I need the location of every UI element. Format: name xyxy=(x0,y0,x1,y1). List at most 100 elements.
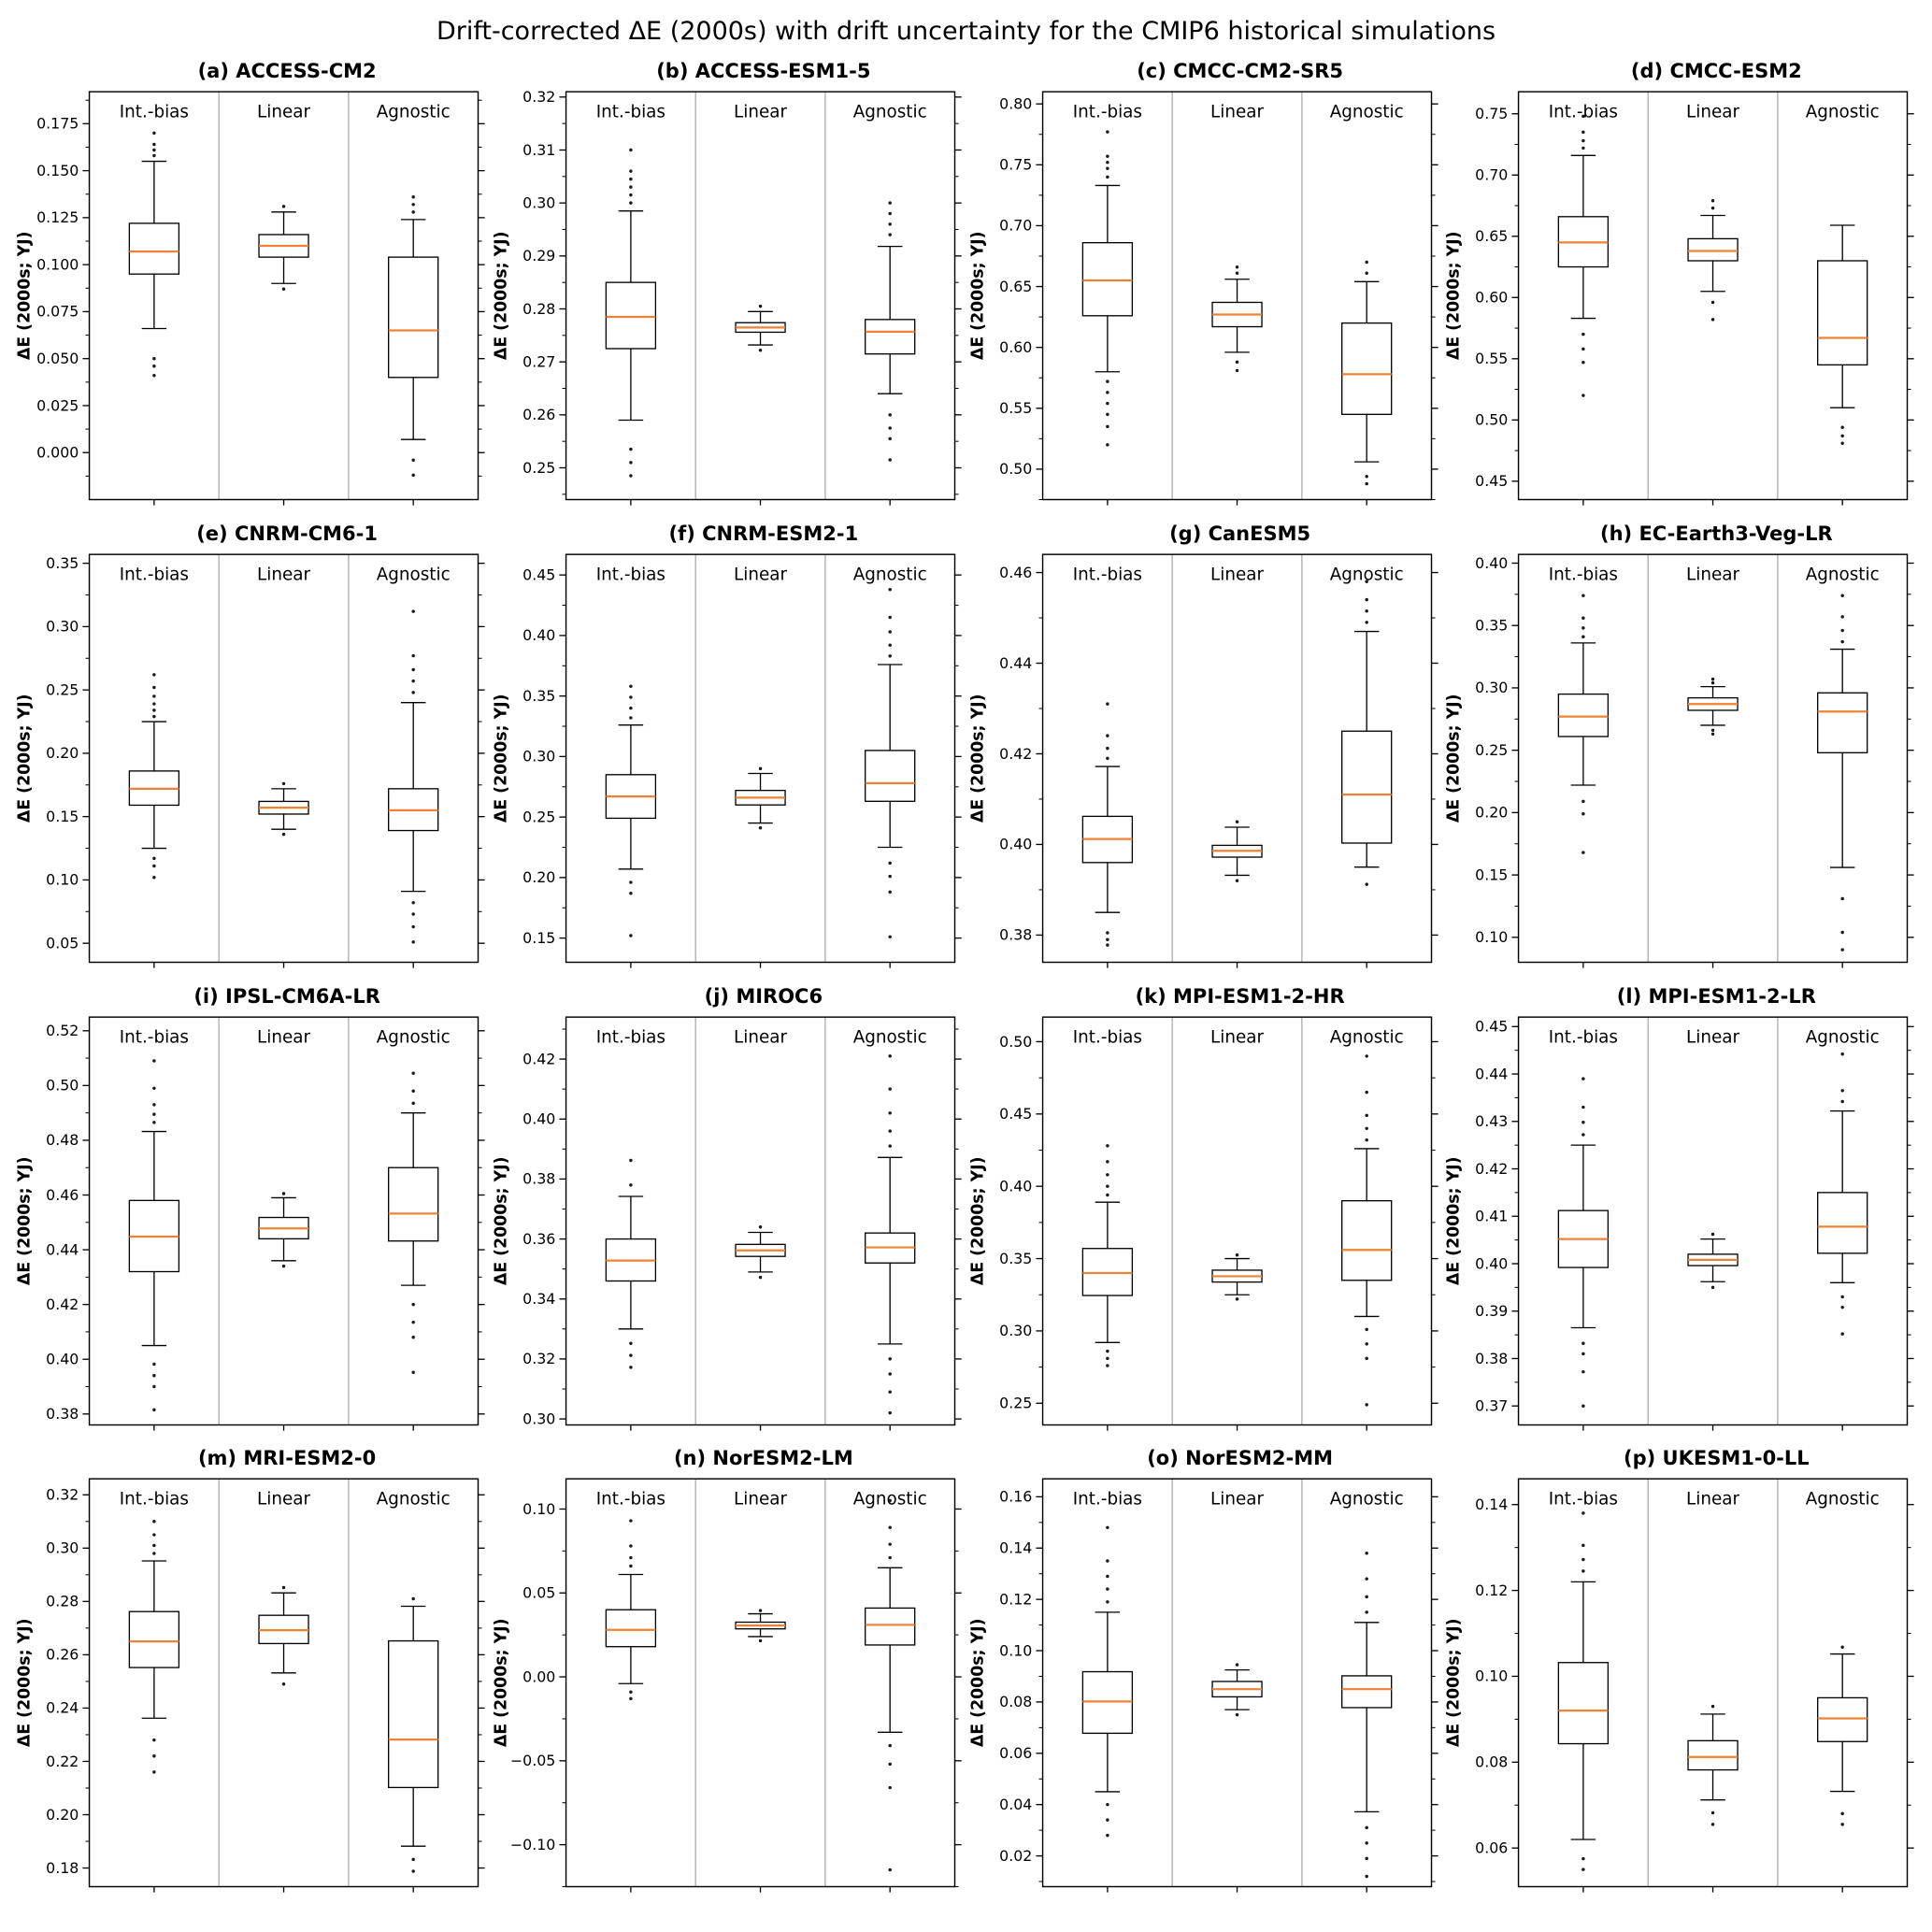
boxplot-int-bias xyxy=(128,131,180,378)
column-header-int-bias: Int.-bias xyxy=(596,565,665,584)
column-header-linear: Linear xyxy=(734,1027,787,1047)
boxplot-linear xyxy=(258,205,309,292)
svg-text:0.60: 0.60 xyxy=(999,338,1032,356)
boxplot-linear xyxy=(735,1609,786,1643)
y-axis-label: ΔE (2000s; YJ) xyxy=(968,232,987,361)
column-separators xyxy=(694,553,826,963)
subplot-d-cmcc-esm2: (d) CMCC-ESM2 0.45 0.50 0.55 0.60 0.65 0.70 0.7… xyxy=(1442,52,1919,515)
subplot-o-noresm2-mm: (o) NorESM2-MM 0.02 0.04 0.06 0.08 0.10 0.12 0.… xyxy=(966,1439,1443,1902)
column-header-agnostic: Agnostic xyxy=(377,1490,451,1510)
boxplot-linear xyxy=(735,766,786,830)
column-header-int-bias: Int.-bias xyxy=(596,103,665,122)
svg-text:0.08: 0.08 xyxy=(999,1694,1032,1711)
svg-text:0.06: 0.06 xyxy=(1475,1839,1508,1857)
svg-text:0.70: 0.70 xyxy=(1475,166,1508,184)
column-header-agnostic: Agnostic xyxy=(1806,103,1880,122)
svg-text:0.22: 0.22 xyxy=(46,1753,79,1770)
svg-text:0.60: 0.60 xyxy=(1475,289,1508,307)
subplot-title: (h) EC-Earth3-Veg-LR xyxy=(1599,522,1833,545)
boxplot-linear xyxy=(258,781,309,837)
subplot-g-canesm5: (g) CanESM5 0.38 0.40 0.42 0.44 0.46 ΔE (2000s… xyxy=(966,515,1443,978)
subplot-m-mri-esm2-0: (m) MRI-ESM2-0 0.18 0.20 0.22 0.24 0.26 0.28 0.… xyxy=(13,1439,490,1902)
subplot-canvas: 0.25 0.30 0.35 0.40 0.45 0.50 ΔE (2000s; YJ) In… xyxy=(968,1016,1438,1431)
column-header-int-bias: Int.-bias xyxy=(596,1490,665,1510)
boxplot-agnostic xyxy=(1817,594,1868,952)
axes-frame xyxy=(565,1016,955,1425)
column-header-linear: Linear xyxy=(734,565,787,584)
svg-text:0.000: 0.000 xyxy=(36,444,79,462)
svg-text:0.08: 0.08 xyxy=(1475,1753,1508,1771)
subplot-canvas: 0.38 0.40 0.42 0.44 0.46 ΔE (2000s; YJ) Int.-b… xyxy=(968,553,1438,968)
subplot-canvas: 0.06 0.08 0.10 0.12 0.14 ΔE (2000s; YJ) Int.-b… xyxy=(1445,1478,1914,1894)
svg-text:0.025: 0.025 xyxy=(36,396,79,414)
svg-text:0.45: 0.45 xyxy=(522,565,555,583)
subplot-a-access-cm2: (a) ACCESS-CM2 0.000 0.025 0.050 0.075 0.100 0… xyxy=(13,52,490,515)
subplot-title: (l) MPI-ESM1-2-LR xyxy=(1616,984,1816,1008)
svg-text:0.150: 0.150 xyxy=(36,162,79,179)
column-header-int-bias: Int.-bias xyxy=(1549,565,1618,584)
column-separators xyxy=(1647,1479,1779,1887)
y-axis-label: ΔE (2000s; YJ) xyxy=(492,694,510,823)
y-axis: 0.37 0.38 0.39 0.40 0.41 0.42 0.43 0.44 0.45 xyxy=(1475,1017,1914,1414)
svg-text:0.41: 0.41 xyxy=(1475,1207,1508,1224)
subplot-title: (n) NorESM2-LM xyxy=(673,1447,853,1470)
svg-text:0.52: 0.52 xyxy=(46,1022,79,1039)
subplot-title: (b) ACCESS-ESM1-5 xyxy=(656,60,871,82)
y-axis-label: ΔE (2000s; YJ) xyxy=(492,1156,510,1285)
boxplot-int-bias xyxy=(1557,114,1610,397)
svg-text:0.25: 0.25 xyxy=(46,680,79,698)
svg-text:0.35: 0.35 xyxy=(522,687,555,705)
svg-text:0.15: 0.15 xyxy=(46,808,79,825)
axes-frame xyxy=(1518,553,1909,964)
boxplot-agnostic xyxy=(1340,1552,1392,1879)
boxplot-linear xyxy=(1687,677,1739,736)
y-axis-label: ΔE (2000s; YJ) xyxy=(1445,232,1464,361)
boxplot-int-bias xyxy=(128,1058,180,1411)
svg-text:0.075: 0.075 xyxy=(36,303,79,321)
column-separators xyxy=(218,1479,350,1887)
svg-text:0.42: 0.42 xyxy=(999,745,1032,763)
svg-text:0.30: 0.30 xyxy=(522,1410,555,1427)
y-axis-label: ΔE (2000s; YJ) xyxy=(15,232,34,361)
svg-text:0.35: 0.35 xyxy=(1475,616,1508,634)
column-header-linear: Linear xyxy=(1686,1490,1739,1510)
boxplot-int-bias xyxy=(605,684,656,937)
svg-text:0.20: 0.20 xyxy=(522,868,555,886)
svg-text:0.26: 0.26 xyxy=(46,1646,79,1664)
subplot-n-noresm2-lm: (n) NorESM2-LM −0.10 −0.05 0.00 0.05 0.10 ΔE (… xyxy=(490,1439,966,1902)
svg-text:0.18: 0.18 xyxy=(46,1859,79,1877)
svg-text:0.43: 0.43 xyxy=(1475,1112,1508,1130)
svg-text:0.27: 0.27 xyxy=(522,352,555,370)
column-header-linear: Linear xyxy=(257,565,310,584)
column-header-linear: Linear xyxy=(257,1490,310,1510)
svg-text:0.28: 0.28 xyxy=(46,1593,79,1610)
svg-text:0.14: 0.14 xyxy=(999,1539,1032,1557)
boxplot-agnostic xyxy=(388,1071,439,1374)
svg-text:0.30: 0.30 xyxy=(46,618,79,636)
subplot-canvas: 0.18 0.20 0.22 0.24 0.26 0.28 0.30 0.32 ΔE (2000… xyxy=(15,1478,485,1894)
subplot-title: (f) CNRM-ESM2-1 xyxy=(668,522,859,545)
column-header-agnostic: Agnostic xyxy=(1806,1027,1880,1047)
svg-text:0.31: 0.31 xyxy=(522,141,555,159)
subplot-title: (i) IPSL-CM6A-LR xyxy=(193,984,380,1008)
boxplot-agnostic xyxy=(1817,224,1868,445)
subplot-canvas: 0.37 0.38 0.39 0.40 0.41 0.42 0.43 0.44 0.45 ΔE (… xyxy=(1445,1016,1914,1431)
boxplot-agnostic xyxy=(388,609,439,944)
y-axis: 0.05 0.10 0.15 0.20 0.25 0.30 0.35 xyxy=(46,554,485,952)
y-axis: 0.45 0.50 0.55 0.60 0.65 0.70 0.75 xyxy=(1475,105,1914,490)
boxplot-agnostic xyxy=(864,587,916,938)
svg-text:0.70: 0.70 xyxy=(999,217,1032,235)
svg-text:0.44: 0.44 xyxy=(999,654,1032,672)
svg-text:0.050: 0.050 xyxy=(36,350,79,367)
y-axis-label: ΔE (2000s; YJ) xyxy=(15,1619,34,1748)
svg-text:0.05: 0.05 xyxy=(522,1584,555,1602)
svg-text:0.20: 0.20 xyxy=(1475,803,1508,821)
column-header-linear: Linear xyxy=(1210,1027,1264,1047)
svg-text:−0.05: −0.05 xyxy=(510,1753,555,1770)
